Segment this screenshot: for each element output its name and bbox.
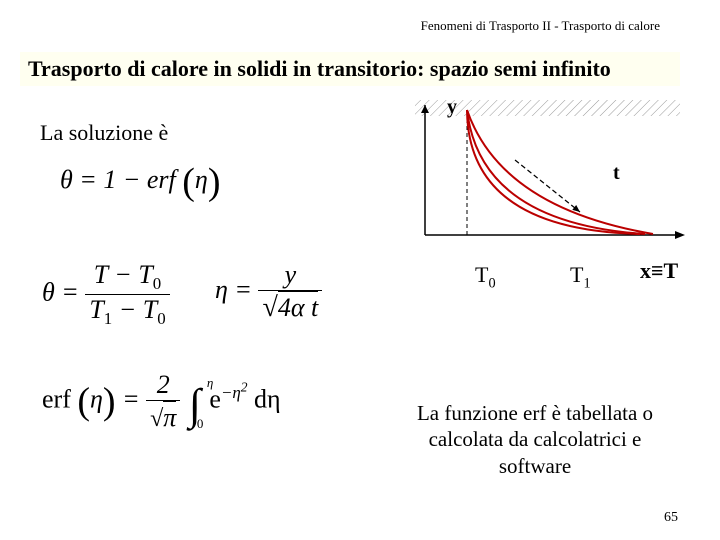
equation-theta-def: θ = T − T0 T1 − T0 [42,260,170,329]
theta-sym: θ [60,165,73,194]
t0-axis-label: T0 [475,262,496,292]
equation-eta-def: η = y √4α t [215,260,322,324]
temperature-profile-graph: y t [395,100,685,250]
eta-sym: η [195,165,208,194]
page-number: 65 [664,510,678,526]
solution-label: La soluzione è [40,120,168,146]
eq-text: = 1 − erf [73,165,176,194]
slide-title: Trasporto di calore in solidi in transit… [20,52,680,86]
equation-theta-erf: θ = 1 − erf (η) [60,160,220,204]
x-axis-label: x≡T [640,258,678,284]
graph-svg [395,100,685,250]
t-arrow-label: t [613,162,620,185]
erf-note: La funzione erf è tabellata o calcolata … [390,400,680,479]
page-header: Fenomeni di Trasporto II - Trasporto di … [421,18,660,34]
t1-axis-label: T1 [570,262,591,292]
y-axis-label: y [447,96,457,119]
equation-erf-def: erf (η) = 2 √π ∫ η 0 e−η2 dη [42,370,281,433]
